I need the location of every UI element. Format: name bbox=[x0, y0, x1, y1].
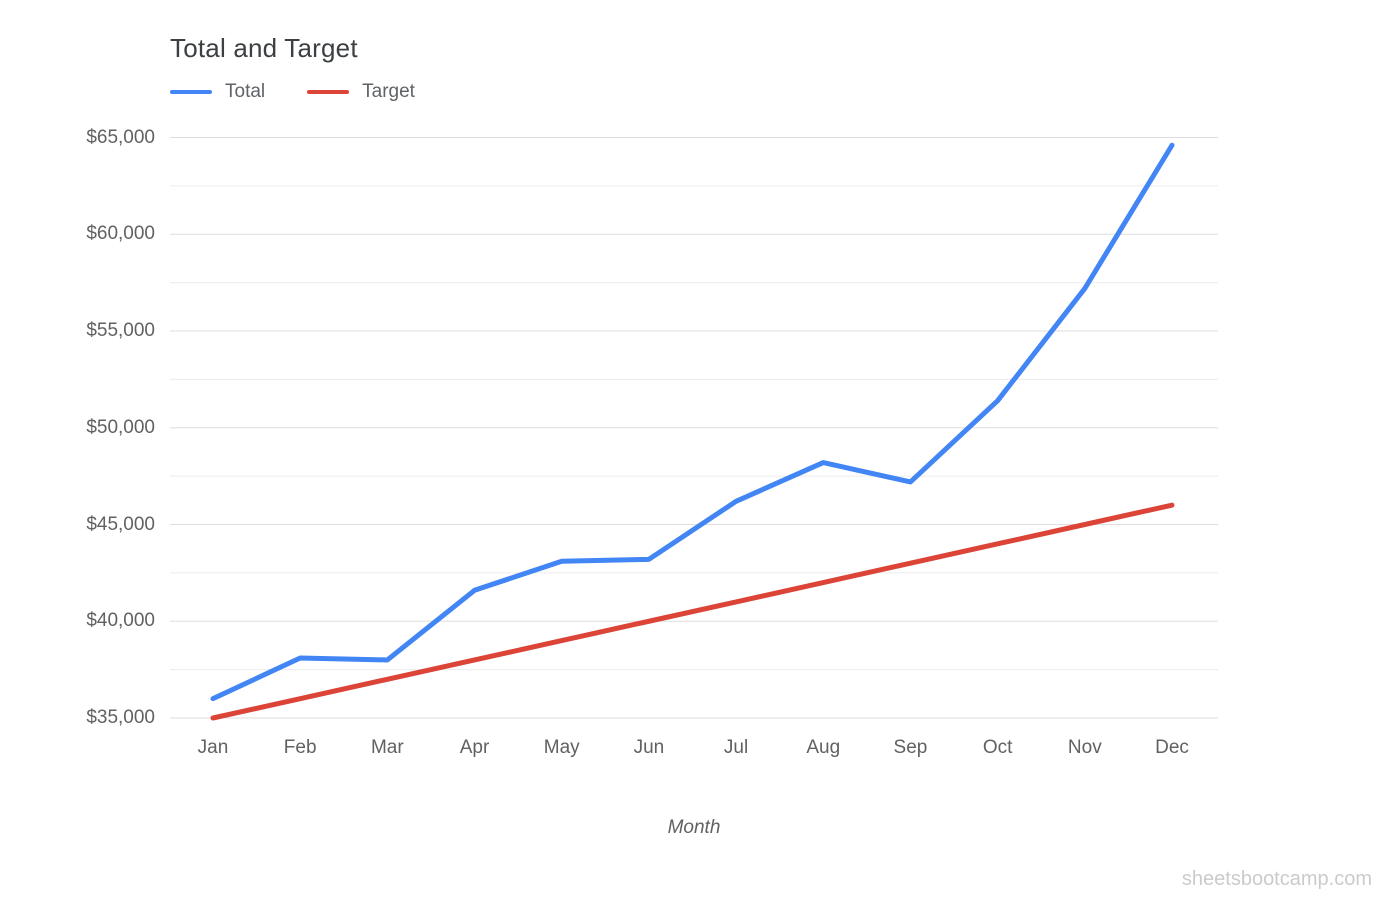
x-axis-title: Month bbox=[667, 817, 721, 838]
series-line-target bbox=[210, 502, 1175, 721]
y-tick-label: $55,000 bbox=[86, 320, 155, 341]
x-tick-label: Sep bbox=[893, 737, 928, 758]
x-tick-label: Jan bbox=[197, 737, 229, 758]
x-tick-label: Oct bbox=[982, 737, 1013, 758]
legend-item-total: Total bbox=[170, 81, 265, 103]
watermark-text: sheetsbootcamp.com bbox=[1181, 868, 1372, 890]
chart-title: Total and Target bbox=[170, 33, 358, 63]
y-tick-label: $40,000 bbox=[86, 610, 155, 632]
series-line-total bbox=[210, 142, 1175, 702]
x-tick-label: Aug bbox=[806, 737, 841, 758]
x-tick-label: Mar bbox=[370, 737, 404, 758]
y-tick-label: $45,000 bbox=[86, 513, 155, 535]
legend-line-swatch bbox=[307, 90, 350, 94]
x-tick-label: Apr bbox=[459, 737, 490, 758]
legend-label: Target bbox=[362, 81, 415, 102]
x-tick-label: Jun bbox=[633, 737, 665, 758]
y-tick-label: $35,000 bbox=[86, 707, 155, 728]
legend-label: Total bbox=[225, 81, 266, 102]
y-tick-label: $65,000 bbox=[86, 126, 155, 148]
x-tick-label: Nov bbox=[1067, 737, 1102, 758]
legend-line-swatch bbox=[170, 90, 212, 94]
x-tick-label: Jul bbox=[723, 737, 749, 758]
y-tick-label: $60,000 bbox=[86, 223, 155, 245]
x-tick-label: Dec bbox=[1155, 737, 1189, 758]
legend-item-target: Target bbox=[307, 81, 415, 103]
x-tick-label: May bbox=[543, 737, 580, 758]
x-tick-label: Feb bbox=[283, 737, 317, 758]
y-tick-label: $50,000 bbox=[86, 416, 155, 438]
chart-legend: Total Target bbox=[170, 81, 415, 103]
